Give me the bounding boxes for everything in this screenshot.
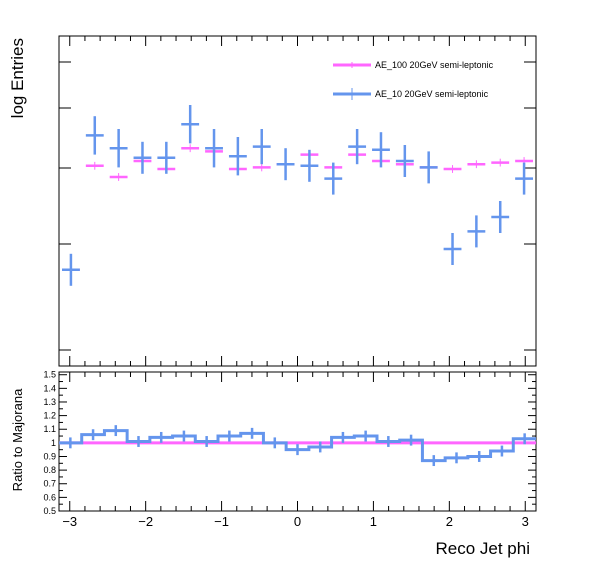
- ratio-y-tick-label-8: 1.3: [43, 397, 56, 407]
- ratio-x-tick-label-5: 2: [446, 514, 453, 529]
- ratio-y-tick-label-10: 1.5: [43, 370, 56, 380]
- ratio-series-group: [59, 425, 536, 466]
- x-axis-label: Reco Jet phi: [436, 539, 531, 558]
- main-plot-frame: [59, 36, 536, 366]
- ratio-y-tick-label-0: 0.5: [43, 506, 56, 516]
- ratio-x-tick-label-1: −2: [138, 514, 153, 529]
- ratio-y-tick-label-1: 0.6: [43, 492, 56, 502]
- ratio-y-tick-label-3: 0.8: [43, 465, 56, 475]
- ratio-y-tick-label-2: 0.7: [43, 479, 56, 489]
- main-y-axis-label: log Entries: [8, 38, 27, 118]
- ratio-x-tick-label-4: 1: [370, 514, 377, 529]
- ratio-y-tick-labels: 0.5 0.6 0.7 0.8 0.9 1 1.1 1.2 1.3 1.4 1.5: [43, 370, 56, 516]
- legend: AE_100 20GeV semi-leptonic AE_10 20GeV s…: [333, 60, 494, 100]
- ratio-x-tick-label-6: 3: [522, 514, 529, 529]
- ratio-y-tick-label-4: 0.9: [43, 451, 56, 461]
- ratio-x-tick-label-3: 0: [294, 514, 301, 529]
- legend-label-ae100: AE_100 20GeV semi-leptonic: [375, 60, 494, 70]
- ratio-y-axis-label: Ratio to Majorana: [10, 388, 25, 491]
- ratio-x-tick-label-0: −3: [62, 514, 77, 529]
- ratio-x-tick-label-2: −1: [214, 514, 229, 529]
- main-axis-ticks: [59, 36, 536, 366]
- ratio-y-tick-label-7: 1.2: [43, 411, 56, 421]
- ratio-x-tick-labels: −3 −2 −1 0 1 2 3: [62, 514, 529, 529]
- main-series-group: [62, 105, 533, 286]
- ratio-y-tick-label-5: 1: [51, 438, 56, 448]
- legend-label-ae10: AE_10 20GeV semi-leptonic: [375, 89, 489, 99]
- ratio-y-tick-label-9: 1.4: [43, 383, 56, 393]
- ratio-y-tick-label-6: 1.1: [43, 424, 56, 434]
